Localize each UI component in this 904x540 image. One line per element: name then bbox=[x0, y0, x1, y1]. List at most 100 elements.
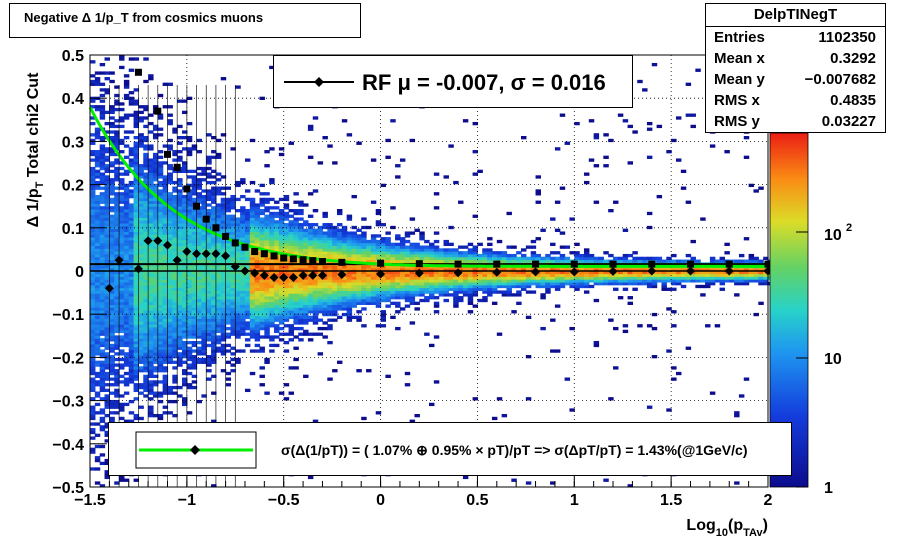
heatmap-cell bbox=[501, 413, 508, 418]
heatmap-cell bbox=[274, 239, 280, 244]
heatmap-cell bbox=[148, 343, 154, 348]
heatmap-cell bbox=[206, 343, 212, 348]
heatmap-cell bbox=[99, 152, 106, 157]
heatmap-cell bbox=[186, 175, 193, 179]
heatmap-cell bbox=[506, 270, 512, 275]
heatmap-cell bbox=[249, 296, 256, 300]
heatmap-cell bbox=[167, 265, 173, 269]
heatmap-cell bbox=[90, 228, 96, 232]
heatmap-cell bbox=[264, 192, 270, 196]
heatmap-cell bbox=[148, 164, 154, 168]
heatmap-cell bbox=[90, 329, 96, 334]
heatmap-cell bbox=[143, 79, 149, 84]
heatmap-cell bbox=[133, 332, 140, 336]
heatmap-cell bbox=[680, 273, 687, 277]
heatmap-cell bbox=[240, 180, 246, 185]
heatmap-cell bbox=[143, 116, 149, 120]
heatmap-cell bbox=[182, 194, 188, 199]
heatmap-cell bbox=[496, 284, 503, 289]
heatmap-cell bbox=[603, 259, 609, 263]
heatmap-cell bbox=[167, 138, 173, 143]
heatmap-cell bbox=[90, 397, 96, 401]
heatmap-cell bbox=[409, 419, 416, 423]
heatmap-cell bbox=[293, 248, 299, 252]
heatmap-cell bbox=[206, 321, 212, 325]
heatmap-cell bbox=[240, 253, 246, 258]
heatmap-cell bbox=[114, 239, 120, 244]
heatmap-cell bbox=[264, 290, 270, 294]
heatmap-cell bbox=[370, 296, 377, 300]
heatmap-cell bbox=[211, 318, 217, 322]
heatmap-cell bbox=[177, 220, 183, 224]
heatmap-cell bbox=[138, 369, 144, 373]
heatmap-cell bbox=[143, 228, 149, 232]
heatmap-cell bbox=[94, 206, 101, 210]
heatmap-cell bbox=[283, 214, 290, 218]
heatmap-cell bbox=[148, 273, 154, 277]
heatmap-cell bbox=[269, 228, 275, 232]
heatmap-cell bbox=[143, 206, 149, 210]
heatmap-cell bbox=[215, 203, 222, 207]
heatmap-cell bbox=[182, 239, 188, 244]
heatmap-cell bbox=[264, 296, 270, 300]
heatmap-cell bbox=[269, 245, 275, 249]
heatmap-cell bbox=[332, 248, 338, 252]
heatmap-cell bbox=[104, 186, 110, 190]
heatmap-cell bbox=[182, 284, 188, 289]
heatmap-cell bbox=[593, 133, 600, 137]
heatmap-cell bbox=[90, 363, 96, 367]
heatmap-cell bbox=[278, 197, 285, 202]
heatmap-cell bbox=[148, 315, 154, 320]
heatmap-cell bbox=[322, 287, 328, 291]
heatmap-cell bbox=[114, 203, 120, 207]
heatmap-cell bbox=[433, 270, 440, 275]
heatmap-cell bbox=[167, 180, 173, 185]
heatmap-cell bbox=[269, 239, 275, 244]
heatmap-cell bbox=[642, 256, 648, 261]
heatmap-cell bbox=[152, 355, 159, 359]
heatmap-cell bbox=[157, 206, 164, 210]
heatmap-cell bbox=[99, 155, 106, 159]
heatmap-cell bbox=[336, 245, 343, 249]
heatmap-cell bbox=[361, 416, 367, 421]
heatmap-cell bbox=[404, 304, 411, 308]
heatmap-cell bbox=[119, 161, 125, 165]
heatmap-cell bbox=[240, 318, 246, 322]
heatmap-cell bbox=[225, 256, 232, 261]
heatmap-cell bbox=[346, 318, 353, 322]
heatmap-cell bbox=[579, 270, 585, 275]
heatmap-cell bbox=[429, 290, 435, 294]
heatmap-cell bbox=[123, 267, 130, 272]
heatmap-cell bbox=[467, 248, 474, 252]
heatmap-cell bbox=[254, 310, 261, 314]
heatmap-cell bbox=[472, 284, 479, 289]
heatmap-cell bbox=[424, 273, 430, 277]
heatmap-cell bbox=[404, 296, 411, 300]
heatmap-cell bbox=[356, 234, 362, 238]
heatmap-cell bbox=[646, 211, 653, 216]
heatmap-cell bbox=[123, 144, 130, 148]
heatmap-cell bbox=[249, 318, 256, 322]
heatmap-cell bbox=[230, 315, 236, 320]
heatmap-cell bbox=[404, 239, 411, 244]
heatmap-cell bbox=[303, 245, 309, 249]
heatmap-cell bbox=[714, 324, 721, 328]
heatmap-cell bbox=[336, 279, 343, 283]
heatmap-cell bbox=[104, 155, 110, 159]
heatmap-cell bbox=[438, 276, 445, 280]
heatmap-cell bbox=[278, 310, 285, 314]
heatmap-cell bbox=[438, 259, 445, 263]
heatmap-cell bbox=[235, 296, 241, 300]
heatmap-cell bbox=[593, 340, 600, 345]
heatmap-cell bbox=[99, 245, 106, 249]
heatmap-cell bbox=[211, 239, 217, 244]
heatmap-cell bbox=[128, 214, 135, 218]
heatmap-cell bbox=[99, 209, 106, 213]
heatmap-cell bbox=[191, 321, 198, 325]
heatmap-cell bbox=[104, 206, 110, 210]
heatmap-cell bbox=[157, 369, 164, 373]
heatmap-cell bbox=[172, 326, 178, 331]
heatmap-cell bbox=[385, 138, 391, 143]
heatmap-cell bbox=[249, 211, 256, 216]
heatmap-cell bbox=[162, 265, 169, 269]
